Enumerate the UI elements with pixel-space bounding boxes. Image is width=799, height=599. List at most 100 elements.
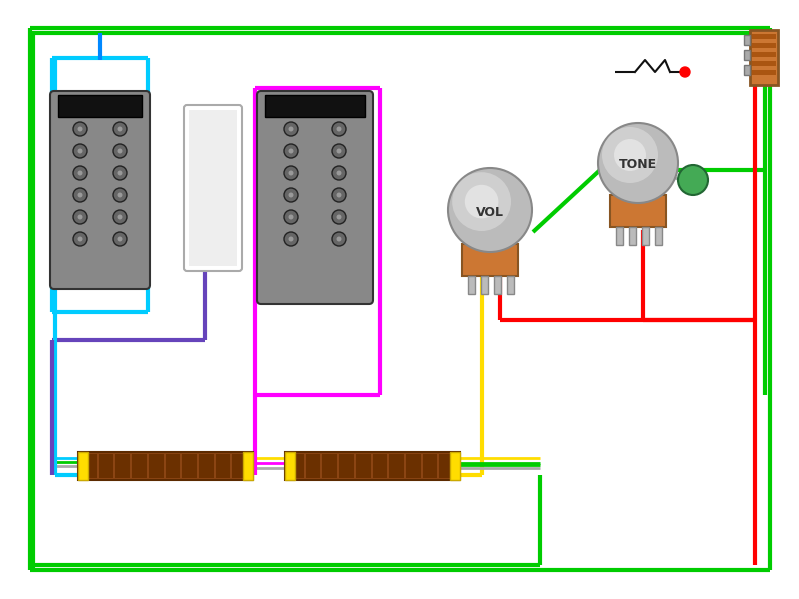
Bar — [655, 227, 662, 245]
Circle shape — [78, 171, 82, 176]
Circle shape — [336, 237, 341, 241]
Circle shape — [332, 210, 346, 224]
Circle shape — [336, 126, 341, 132]
Bar — [372, 454, 388, 478]
Circle shape — [117, 126, 122, 132]
Bar — [752, 52, 776, 57]
Circle shape — [73, 232, 87, 246]
Bar — [289, 454, 304, 478]
Circle shape — [614, 139, 646, 171]
Bar — [439, 454, 454, 478]
Bar — [78, 452, 253, 480]
Circle shape — [288, 192, 293, 198]
Bar — [610, 195, 666, 227]
Bar — [216, 454, 230, 478]
Bar — [752, 70, 776, 75]
Bar — [744, 65, 750, 75]
Bar — [616, 227, 623, 245]
Circle shape — [117, 192, 122, 198]
Circle shape — [288, 171, 293, 176]
Bar — [507, 276, 514, 294]
Circle shape — [465, 185, 499, 219]
Bar — [750, 30, 778, 85]
Circle shape — [78, 192, 82, 198]
Bar — [199, 454, 213, 478]
Bar — [752, 43, 776, 48]
Bar — [462, 244, 518, 276]
Circle shape — [288, 149, 293, 153]
Circle shape — [602, 127, 658, 183]
Bar — [323, 454, 337, 478]
Bar — [78, 452, 88, 480]
Circle shape — [78, 149, 82, 153]
Circle shape — [284, 144, 298, 158]
Bar — [744, 50, 750, 60]
Circle shape — [78, 237, 82, 241]
Circle shape — [598, 123, 678, 203]
Bar — [189, 110, 237, 266]
Bar — [58, 95, 142, 117]
Bar — [243, 452, 253, 480]
Circle shape — [73, 188, 87, 202]
Bar — [265, 95, 365, 117]
Circle shape — [288, 126, 293, 132]
Circle shape — [336, 214, 341, 219]
Circle shape — [78, 214, 82, 219]
Circle shape — [336, 149, 341, 153]
Circle shape — [284, 122, 298, 136]
Bar — [233, 454, 247, 478]
Circle shape — [288, 237, 293, 241]
Bar — [285, 452, 295, 480]
Bar — [481, 276, 488, 294]
Circle shape — [678, 165, 708, 195]
Circle shape — [284, 166, 298, 180]
Bar — [115, 454, 130, 478]
Circle shape — [113, 232, 127, 246]
Circle shape — [78, 126, 82, 132]
Circle shape — [332, 188, 346, 202]
Circle shape — [332, 166, 346, 180]
Bar — [149, 454, 164, 478]
Circle shape — [117, 149, 122, 153]
FancyBboxPatch shape — [257, 91, 373, 304]
Circle shape — [284, 210, 298, 224]
Circle shape — [113, 166, 127, 180]
Circle shape — [117, 171, 122, 176]
Bar — [165, 454, 181, 478]
Bar — [99, 454, 113, 478]
Circle shape — [680, 67, 690, 77]
Bar — [356, 454, 371, 478]
Circle shape — [113, 210, 127, 224]
Circle shape — [73, 122, 87, 136]
Circle shape — [332, 232, 346, 246]
Bar — [494, 276, 501, 294]
Bar — [389, 454, 404, 478]
Text: TONE: TONE — [619, 159, 657, 171]
Circle shape — [332, 144, 346, 158]
Bar — [450, 452, 460, 480]
Circle shape — [113, 188, 127, 202]
Circle shape — [117, 214, 122, 219]
Bar — [752, 61, 776, 66]
Bar — [285, 452, 460, 480]
Bar — [423, 454, 437, 478]
FancyBboxPatch shape — [50, 91, 150, 289]
Circle shape — [288, 214, 293, 219]
Bar — [406, 454, 420, 478]
Bar — [306, 454, 320, 478]
Circle shape — [452, 172, 511, 231]
Bar — [744, 35, 750, 45]
Circle shape — [117, 237, 122, 241]
Bar — [182, 454, 197, 478]
Circle shape — [332, 122, 346, 136]
Bar — [468, 276, 475, 294]
Bar — [82, 454, 97, 478]
Bar — [752, 34, 776, 39]
Circle shape — [284, 188, 298, 202]
Bar — [629, 227, 636, 245]
Circle shape — [73, 166, 87, 180]
Circle shape — [336, 192, 341, 198]
Circle shape — [73, 144, 87, 158]
FancyBboxPatch shape — [184, 105, 242, 271]
Circle shape — [284, 232, 298, 246]
